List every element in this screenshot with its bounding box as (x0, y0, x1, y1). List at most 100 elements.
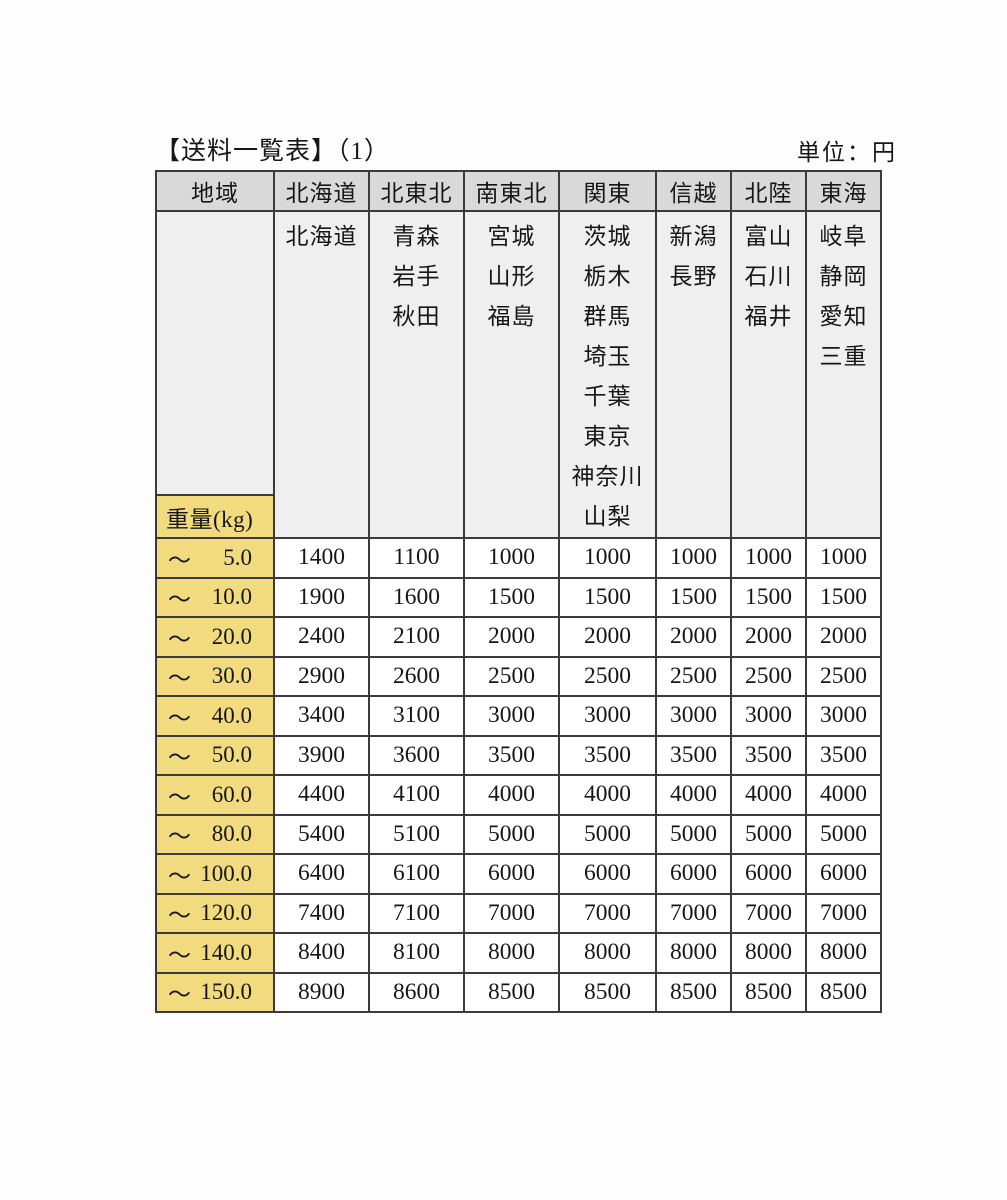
weight-value: 150.0 (200, 979, 252, 1005)
region-header-cell: 地域 (155, 170, 275, 212)
fee-cell: 1500 (805, 576, 882, 618)
prefecture-item: 北海道 (285, 224, 358, 249)
fee-cell: 1500 (730, 576, 807, 618)
tilde-mark: ～ (168, 587, 191, 613)
region-header-6: 北陸 (730, 170, 807, 212)
weight-row-label: ～ 80.0 (155, 813, 275, 855)
fee-cell: 3000 (805, 695, 882, 737)
tilde-mark: ～ (168, 982, 191, 1008)
fee-cell: 4000 (730, 774, 807, 816)
tilde-mark: ～ (168, 705, 191, 731)
fee-cell: 4000 (558, 774, 657, 816)
fee-cell: 5000 (463, 813, 560, 855)
fee-cell: 1000 (463, 537, 560, 579)
region-header-7: 東海 (805, 170, 882, 212)
tilde-mark: ～ (168, 547, 191, 573)
prefecture-item: 福島 (487, 304, 536, 329)
fee-cell: 6000 (730, 853, 807, 895)
weight-row-label: ～ 100.0 (155, 853, 275, 895)
prefecture-item: 山形 (487, 264, 536, 289)
table-row: ～ 10.0 1900 1600 1500 1500 1500 1500 1500 (155, 576, 882, 618)
weight-row-label: ～ 140.0 (155, 932, 275, 974)
prefecture-item: 宮城 (487, 224, 536, 249)
table-row: ～ 80.0 5400 5100 5000 5000 5000 5000 5000 (155, 813, 882, 855)
prefecture-item: 栃木 (583, 264, 632, 289)
table-row: ～ 40.0 3400 3100 3000 3000 3000 3000 3000 (155, 695, 882, 737)
fee-cell: 4400 (273, 774, 370, 816)
fee-cell: 7000 (558, 892, 657, 934)
fee-cell: 2500 (805, 655, 882, 697)
prefecture-cell-1: 北海道 (273, 210, 370, 539)
fee-cell: 8000 (558, 932, 657, 974)
fee-cell: 6000 (805, 853, 882, 895)
fee-cell: 1000 (558, 537, 657, 579)
fee-cell: 8000 (730, 932, 807, 974)
fee-cell: 2000 (730, 616, 807, 658)
fee-cell: 6000 (558, 853, 657, 895)
fee-cell: 3500 (805, 734, 882, 776)
prefecture-item: 山梨 (583, 504, 632, 529)
weight-value: 60.0 (211, 781, 252, 807)
prefecture-cell-3: 宮城 山形 福島 (463, 210, 560, 539)
fee-cell: 3600 (368, 734, 465, 776)
fee-cell: 1500 (463, 576, 560, 618)
prefecture-item: 新潟 (669, 224, 718, 249)
fee-cell: 3000 (730, 695, 807, 737)
region-header-4: 関東 (558, 170, 657, 212)
fee-cell: 1900 (273, 576, 370, 618)
fee-cell: 5000 (805, 813, 882, 855)
fee-cell: 2500 (558, 655, 657, 697)
weight-value: 40.0 (211, 702, 252, 728)
fee-cell: 8500 (805, 971, 882, 1013)
prefecture-item: 三重 (819, 344, 868, 369)
fee-cell: 1500 (655, 576, 732, 618)
region-header-row: 地域 北海道 北東北 南東北 関東 信越 北陸 東海 (155, 170, 882, 212)
prefecture-item: 青森 (392, 224, 441, 249)
table-row: ～ 30.0 2900 2600 2500 2500 2500 2500 2500 (155, 655, 882, 697)
prefecture-item: 千葉 (583, 384, 632, 409)
weight-value: 5.0 (223, 544, 252, 570)
table-row: ～ 50.0 3900 3600 3500 3500 3500 3500 3500 (155, 734, 882, 776)
table-row: ～ 60.0 4400 4100 4000 4000 4000 4000 4000 (155, 774, 882, 816)
fee-cell: 7400 (273, 892, 370, 934)
tilde-mark: ～ (168, 626, 191, 652)
prefecture-item: 神奈川 (571, 464, 644, 489)
fee-cell: 8500 (463, 971, 560, 1013)
prefecture-cell-5: 新潟 長野 (655, 210, 732, 539)
prefecture-cell-2: 青森 岩手 秋田 (368, 210, 465, 539)
fee-cell: 1500 (558, 576, 657, 618)
fee-cell: 3000 (655, 695, 732, 737)
fee-cell: 1000 (655, 537, 732, 579)
fee-cell: 6000 (655, 853, 732, 895)
fee-cell: 2400 (273, 616, 370, 658)
fee-cell: 1000 (730, 537, 807, 579)
prefecture-item: 群馬 (583, 304, 632, 329)
fee-cell: 7100 (368, 892, 465, 934)
table-row: ～ 120.0 7400 7100 7000 7000 7000 7000 7000 (155, 892, 882, 934)
prefecture-item: 秋田 (392, 304, 441, 329)
prefecture-item: 茨城 (583, 224, 632, 249)
fee-cell: 2600 (368, 655, 465, 697)
weight-value: 100.0 (200, 860, 252, 886)
fee-cell: 1600 (368, 576, 465, 618)
prefecture-cell-7: 岐阜 静岡 愛知 三重 (805, 210, 882, 539)
fee-cell: 2500 (463, 655, 560, 697)
table-row: ～ 140.0 8400 8100 8000 8000 8000 8000 8000 (155, 932, 882, 974)
weight-row-label: ～ 60.0 (155, 774, 275, 816)
region-header-5: 信越 (655, 170, 732, 212)
fee-cell: 2500 (655, 655, 732, 697)
prefecture-row: 北海道 青森 岩手 秋田 宮城 山形 福島 茨城 栃木 群馬 埼玉 千葉 東京 神奈川 山梨 新潟 長野 富山 石川… (155, 209, 882, 539)
prefecture-item: 東京 (583, 424, 632, 449)
prefecture-item: 岩手 (392, 264, 441, 289)
fee-cell: 3500 (558, 734, 657, 776)
prefecture-cell-6: 富山 石川 福井 (730, 210, 807, 539)
fee-cell: 7000 (805, 892, 882, 934)
weight-row-label: ～ 150.0 (155, 971, 275, 1013)
corner-empty-cell (155, 209, 275, 497)
prefecture-item: 岐阜 (819, 224, 868, 249)
fee-cell: 2000 (558, 616, 657, 658)
weight-row-label: ～ 5.0 (155, 537, 275, 579)
prefecture-cell-4: 茨城 栃木 群馬 埼玉 千葉 東京 神奈川 山梨 (558, 210, 657, 539)
weight-value: 10.0 (211, 584, 252, 610)
fee-cell: 2500 (730, 655, 807, 697)
